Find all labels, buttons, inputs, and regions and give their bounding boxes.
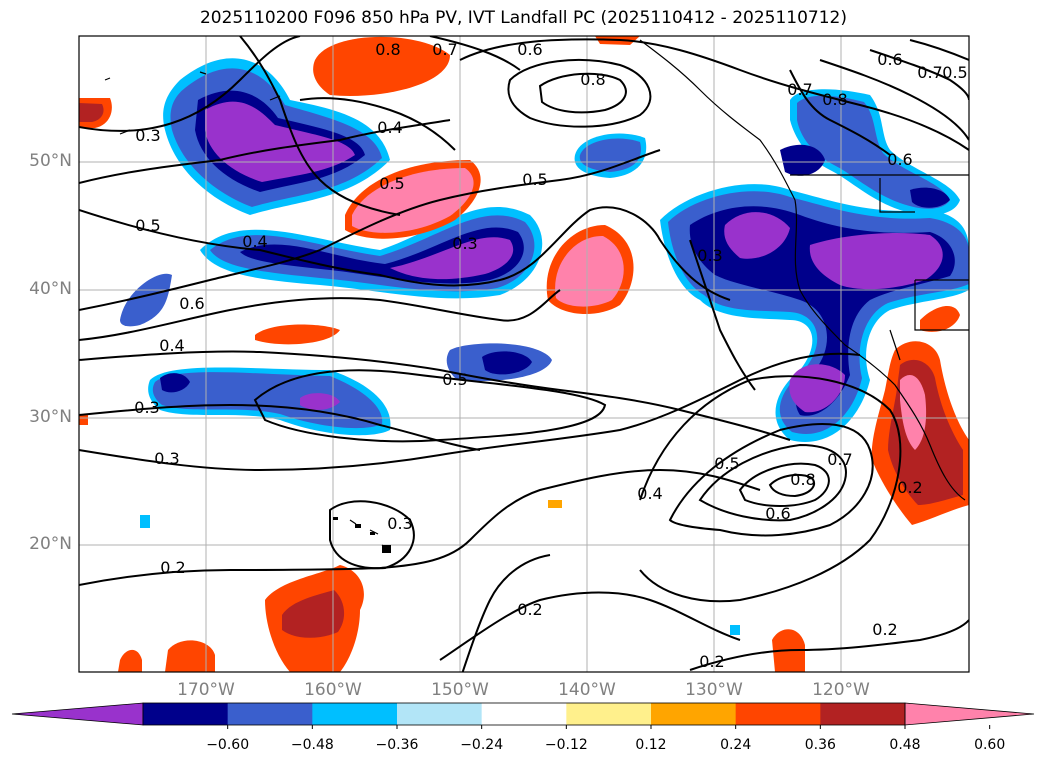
colorbar-tick-label: 0.60 xyxy=(974,737,1006,753)
contour-label: 0.8 xyxy=(580,70,605,89)
contour-label: 0.2 xyxy=(160,558,185,577)
colorbar-arrow-high xyxy=(904,702,1035,726)
contour-label: 0.2 xyxy=(517,600,542,619)
contour-label: 0.2 xyxy=(897,478,922,497)
contour-label: 0.6 xyxy=(517,40,542,59)
contour-label: 0.7 xyxy=(827,450,852,469)
contour-label: 0.6 xyxy=(765,504,790,523)
map-title: 2025110200 F096 850 hPa PV, IVT Landfall… xyxy=(199,8,847,28)
colorbar-segment xyxy=(143,703,229,725)
lat-label: 40°N xyxy=(29,279,72,299)
lon-label: 170°W xyxy=(177,680,235,700)
colorbar-tick-label: −0.36 xyxy=(375,737,419,753)
contour-label: 0.8 xyxy=(375,40,400,59)
colorbar-tick-label: −0.24 xyxy=(460,737,504,753)
coastlines xyxy=(104,39,969,553)
contour-label: 0.5 xyxy=(522,170,547,189)
colorbar-tick-label: −0.12 xyxy=(544,737,588,753)
contour-labels: 0.8 0.7 0.60.80.70.60.50.70.80.60.3 0.40.5 0… xyxy=(134,40,967,671)
contour-label: 0.3 xyxy=(387,514,412,533)
colorbar-tick-label: 0.36 xyxy=(804,737,836,753)
colorbar-segment xyxy=(820,703,906,725)
colorbar-segment xyxy=(312,703,398,725)
contour-label: 0.6 xyxy=(877,50,902,69)
contour-label: 0.2 xyxy=(699,652,724,671)
contour-label: 0.2 xyxy=(872,620,897,639)
contour-label: 0.4 xyxy=(637,484,662,503)
plot-frame xyxy=(78,35,970,673)
pv-contours xyxy=(79,36,969,672)
colorbar-segment xyxy=(651,703,737,725)
contour-label: 0.5 xyxy=(379,174,404,193)
colorbar-frame xyxy=(142,702,906,726)
contour-label: 0.7 xyxy=(787,80,812,99)
lon-label: 130°W xyxy=(685,680,743,700)
contour-label: 0.7 xyxy=(917,63,942,82)
colorbar-segment xyxy=(227,703,313,725)
contour-label: 0.5 xyxy=(942,63,967,82)
lon-label: 140°W xyxy=(558,680,616,700)
contour-label: 0.5 xyxy=(135,216,160,235)
contour-label: 0.3 xyxy=(134,398,159,417)
colorbar-tick-label: 0.12 xyxy=(635,737,667,753)
colorbar-segment xyxy=(566,703,652,725)
colorbar-tick-label: −0.48 xyxy=(290,737,334,753)
contour-label: 0.3 xyxy=(697,246,722,265)
contour-label: 0.6 xyxy=(887,150,912,169)
colorbar-arrow-low xyxy=(11,702,144,726)
contour-label: 0.8 xyxy=(790,470,815,489)
contour-label: 0.4 xyxy=(159,336,184,355)
lat-label: 30°N xyxy=(29,407,72,427)
colorbar-tick-label: −0.60 xyxy=(206,737,250,753)
colorbar-tick-label: 0.48 xyxy=(889,737,921,753)
contour-label: 0.5 xyxy=(442,370,467,389)
colorbar-segment xyxy=(397,703,483,725)
contour-label: 0.3 xyxy=(135,126,160,145)
contour-label: 0.5 xyxy=(714,454,739,473)
lat-label: 20°N xyxy=(29,534,72,554)
lon-label: 160°W xyxy=(304,680,362,700)
contour-label: 0.3 xyxy=(154,449,179,468)
lon-label: 150°W xyxy=(431,680,489,700)
pv-anomaly-fill xyxy=(79,36,969,672)
hawaii-islands xyxy=(333,517,391,553)
colorbar xyxy=(11,702,1035,729)
contour-label: 0.7 xyxy=(432,40,457,59)
colorbar-segment xyxy=(735,703,821,725)
contour-label: 0.4 xyxy=(377,118,402,137)
lon-label: 120°W xyxy=(812,680,870,700)
colorbar-segment xyxy=(481,703,567,725)
colorbar-tick-label: 0.24 xyxy=(720,737,752,753)
lat-label: 50°N xyxy=(29,151,72,171)
contour-label: 0.6 xyxy=(179,294,204,313)
contour-label: 0.8 xyxy=(822,90,847,109)
contour-label: 0.3 xyxy=(452,234,477,253)
contour-label: 0.4 xyxy=(242,232,267,251)
